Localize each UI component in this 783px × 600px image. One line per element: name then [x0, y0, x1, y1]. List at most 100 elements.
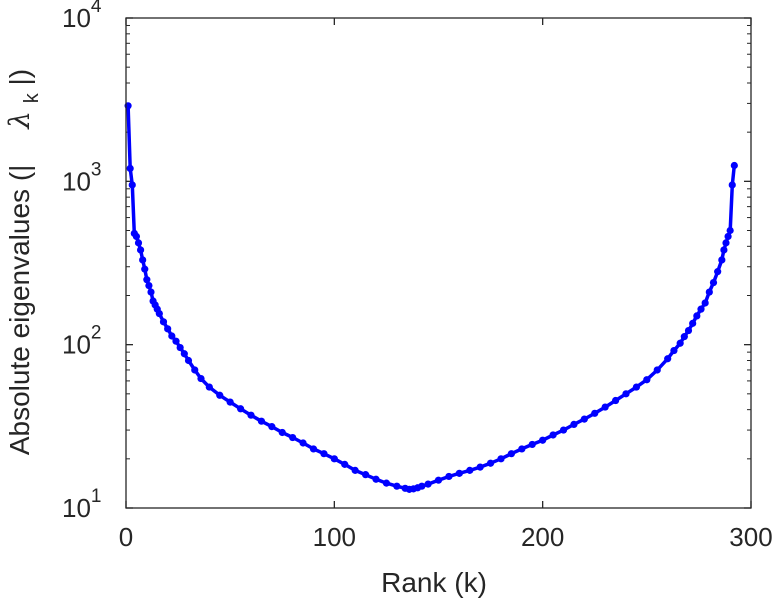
data-point-27: [226, 398, 234, 406]
data-point-19: [172, 337, 180, 345]
data-point-2: [128, 181, 136, 189]
y-axis-label-prefix: Absolute eigenvalues (|: [4, 165, 35, 456]
data-point-10: [145, 281, 153, 290]
data-point-73: [670, 346, 678, 355]
data-point-18: [168, 332, 176, 340]
data-point-68: [622, 390, 630, 398]
y-tick-label-1: 102: [62, 323, 102, 360]
data-point-57: [507, 450, 516, 458]
data-point-38: [341, 460, 349, 468]
data-point-9: [143, 276, 151, 284]
data-point-41: [372, 475, 380, 483]
data-point-16: [159, 318, 168, 326]
data-point-71: [653, 366, 661, 374]
data-point-79: [697, 305, 705, 313]
data-point-64: [580, 415, 588, 423]
data-point-8: [141, 265, 149, 273]
data-point-78: [693, 312, 701, 320]
y-axis-label-symbol: λ: [3, 111, 36, 130]
data-point-58: [518, 445, 526, 453]
data-point-77: [689, 319, 697, 327]
x-axis-label: Rank (k): [381, 567, 487, 598]
data-point-29: [247, 411, 255, 419]
data-point-23: [191, 366, 199, 374]
tick-labels: 0 100 200 300 101 102 103 104: [62, 0, 773, 552]
x-tick-label-1: 100: [313, 522, 356, 552]
data-point-81: [705, 288, 713, 296]
data-point-53: [466, 466, 474, 474]
data-point-84: [718, 256, 726, 264]
data-point-49: [424, 480, 432, 488]
data-point-28: [236, 405, 245, 413]
y-tick-label-2: 103: [62, 159, 102, 196]
data-point-37: [330, 455, 338, 463]
data-point-17: [164, 325, 172, 333]
data-point-7: [139, 256, 147, 264]
y-tick-label-0: 101: [62, 486, 102, 523]
data-point-74: [676, 339, 684, 347]
y-tick-label-3: 104: [62, 0, 102, 33]
data-point-54: [476, 463, 484, 471]
x-tick-label-2: 200: [521, 522, 564, 552]
data-point-31: [268, 423, 276, 431]
data-points: [124, 102, 738, 493]
data-point-24: [197, 374, 205, 383]
data-point-62: [559, 426, 568, 434]
data-point-66: [601, 403, 609, 411]
data-point-30: [257, 417, 266, 425]
data-point-5: [134, 239, 143, 247]
data-point-89: [728, 181, 736, 189]
y-axis-label-subscript: k: [21, 92, 43, 103]
data-point-34: [299, 439, 307, 447]
data-point-60: [539, 436, 547, 444]
data-point-72: [664, 355, 672, 363]
data-point-87: [724, 232, 732, 241]
data-point-51: [445, 472, 453, 481]
data-point-52: [455, 469, 463, 477]
data-point-15: [155, 309, 163, 318]
data-point-43: [393, 482, 401, 490]
plot-area-background: [126, 18, 751, 508]
data-point-67: [611, 396, 620, 405]
data-point-22: [184, 356, 193, 365]
data-point-36: [320, 450, 328, 458]
data-point-21: [180, 350, 188, 358]
data-point-48: [418, 482, 426, 490]
data-point-86: [722, 239, 730, 247]
data-point-59: [528, 440, 536, 449]
data-point-55: [486, 459, 495, 467]
data-point-39: [351, 466, 359, 474]
x-tick-label-0: 0: [119, 522, 133, 552]
data-point-25: [205, 383, 213, 391]
data-point-4: [132, 232, 141, 241]
data-point-61: [549, 431, 557, 439]
data-point-1: [126, 164, 134, 173]
data-point-75: [680, 333, 688, 341]
data-point-42: [382, 479, 391, 487]
data-point-56: [497, 455, 505, 463]
data-point-26: [216, 391, 224, 399]
data-point-90: [730, 161, 738, 170]
data-point-32: [278, 428, 286, 437]
data-point-35: [309, 445, 318, 453]
data-point-50: [434, 476, 443, 484]
y-axis-label-suffix: |): [4, 69, 35, 86]
data-point-11: [147, 288, 155, 296]
data-point-82: [709, 278, 718, 287]
data-point-83: [714, 268, 722, 276]
data-point-33: [289, 433, 297, 442]
x-tick-label-3: 300: [729, 522, 772, 552]
data-point-20: [176, 343, 184, 352]
data-point-6: [136, 246, 145, 254]
data-point-88: [726, 226, 734, 235]
data-point-80: [701, 299, 709, 307]
data-point-63: [570, 420, 578, 428]
plot-area-frame: [125, 17, 752, 509]
data-point-85: [720, 246, 728, 254]
data-point-40: [361, 471, 370, 479]
data-point-70: [643, 376, 651, 384]
y-axis-label: Absolute eigenvalues (| λ k |): [3, 69, 44, 455]
data-point-65: [591, 409, 599, 417]
axis-ticks: [125, 17, 752, 509]
